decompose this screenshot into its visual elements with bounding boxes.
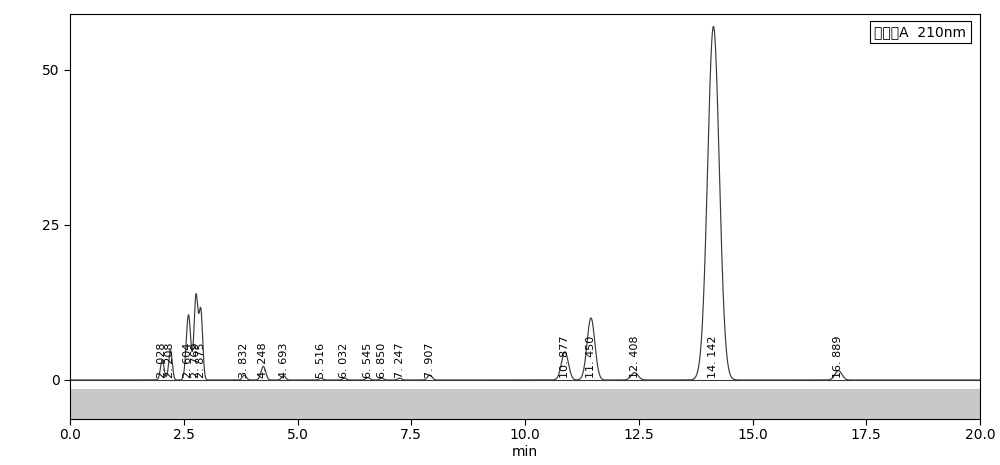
Text: 6. 032: 6. 032 xyxy=(339,343,349,378)
X-axis label: min: min xyxy=(512,445,538,459)
Text: 6. 545: 6. 545 xyxy=(363,343,373,378)
Text: 2. 875: 2. 875 xyxy=(196,343,206,378)
Text: 2. 208: 2. 208 xyxy=(165,343,175,378)
Text: 11. 450: 11. 450 xyxy=(586,336,596,378)
Text: 3. 832: 3. 832 xyxy=(239,343,249,378)
Text: 14. 142: 14. 142 xyxy=(708,336,718,378)
Text: 6. 850: 6. 850 xyxy=(377,343,387,378)
Text: 2. 604: 2. 604 xyxy=(183,343,193,378)
Text: 2. 769: 2. 769 xyxy=(191,343,201,378)
Text: 4. 693: 4. 693 xyxy=(279,343,289,378)
Text: 检测器A  210nm: 检测器A 210nm xyxy=(874,25,966,39)
Text: 4. 248: 4. 248 xyxy=(258,343,268,378)
Text: 2. 028: 2. 028 xyxy=(157,343,167,378)
Text: 16. 889: 16. 889 xyxy=(833,336,843,378)
Text: 12. 408: 12. 408 xyxy=(630,336,640,378)
Text: 10. 877: 10. 877 xyxy=(560,336,570,378)
Text: 7. 907: 7. 907 xyxy=(425,343,435,378)
Text: 5. 516: 5. 516 xyxy=(316,343,326,378)
Text: 7. 247: 7. 247 xyxy=(395,343,405,378)
